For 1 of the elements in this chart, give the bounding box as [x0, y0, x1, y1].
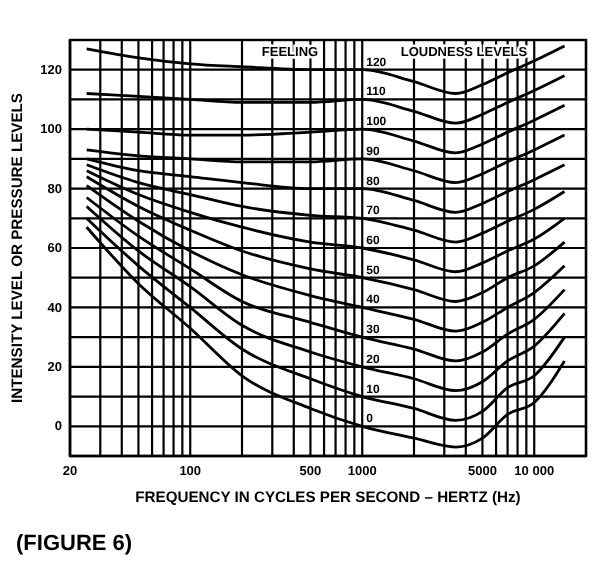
text: (FIGURE 6): [16, 532, 133, 556]
